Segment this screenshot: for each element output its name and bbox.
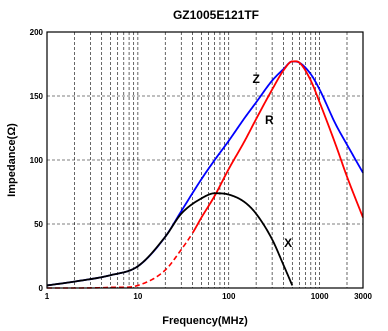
series-r-line bbox=[191, 60, 364, 234]
series-label-x: X bbox=[284, 236, 292, 250]
series-labels: Z R X bbox=[252, 72, 292, 250]
plot-frame bbox=[46, 31, 364, 289]
series-label-z: Z bbox=[252, 72, 259, 86]
series-x-line bbox=[46, 192, 294, 287]
x-tick-label: 100 bbox=[222, 292, 236, 301]
x-tick-label: 10 bbox=[133, 292, 142, 301]
grid bbox=[47, 32, 363, 288]
tick-labels: 1 10 100 1000 3000 0 50 100 150 200 bbox=[30, 28, 373, 301]
y-tick-label: 150 bbox=[30, 92, 44, 101]
y-tick-label: 200 bbox=[30, 28, 44, 37]
x-tick-label: 1000 bbox=[311, 292, 329, 301]
chart-title: GZ1005E121TF bbox=[173, 8, 259, 22]
y-tick-label: 50 bbox=[34, 220, 43, 229]
x-axis-label: Frequency(MHz) bbox=[162, 315, 248, 327]
y-tick-label: 0 bbox=[39, 284, 44, 293]
x-tick-label: 3000 bbox=[354, 292, 372, 301]
series-r-line-dashed bbox=[47, 233, 193, 289]
y-axis-label: Impedance(Ω) bbox=[6, 123, 18, 197]
y-tick-label: 100 bbox=[30, 156, 44, 165]
x-tick-label: 1 bbox=[45, 292, 50, 301]
series-label-r: R bbox=[265, 113, 274, 127]
